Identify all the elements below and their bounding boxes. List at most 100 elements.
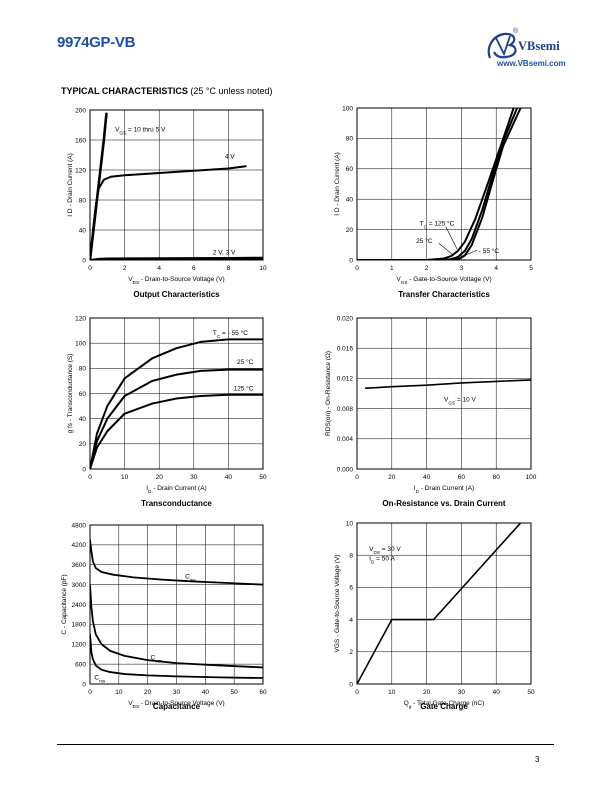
- x-tick-label: 60: [458, 474, 466, 481]
- chart-annotation: 125 °C: [234, 384, 254, 392]
- y-tick-label: 0: [349, 681, 353, 688]
- plot-frame: [89, 524, 264, 685]
- chart-annotation: Crss: [94, 674, 106, 683]
- chart-title: Transconductance: [141, 499, 212, 508]
- y-tick-label: 10: [346, 520, 354, 527]
- website-link[interactable]: www.VBsemi.com: [497, 59, 566, 68]
- logo-name: VBsemi: [518, 39, 560, 53]
- x-tick-label: 50: [527, 689, 535, 696]
- page-number: 3: [535, 755, 540, 764]
- y-axis-label-group: g fs - Transconductance (S): [67, 354, 74, 434]
- chart-annotation: 25 °C: [416, 237, 433, 245]
- series-line: [357, 108, 522, 260]
- y-tick-label: 120: [75, 167, 86, 174]
- y-tick-label: 60: [79, 391, 87, 398]
- y-tick-label: 120: [75, 315, 86, 322]
- y-tick-label: 0: [82, 466, 86, 473]
- chart-annotation: 4 V: [225, 154, 235, 161]
- y-tick-label: 6: [349, 585, 353, 592]
- x-tick-label: 0: [355, 689, 359, 696]
- chart-annotation: ID = 50 A: [369, 555, 395, 564]
- chart-annotation: TC = - 55 °C: [213, 329, 248, 339]
- chart-annotation: VGS = 10 thru 5 V: [115, 127, 166, 136]
- section-heading: TYPICAL CHARACTERISTICS: [61, 86, 188, 96]
- x-tick-label: 2: [123, 265, 127, 272]
- series-line: [90, 338, 263, 469]
- x-axis-label: ID - Drain Current (A): [146, 485, 206, 494]
- y-tick-label: 200: [75, 107, 86, 114]
- registered-mark: ®: [513, 28, 519, 35]
- y-tick-label: 40: [346, 197, 354, 204]
- y-tick-label: 0.008: [337, 406, 354, 413]
- x-tick-label: 20: [423, 689, 431, 696]
- y-tick-label: 100: [342, 105, 353, 112]
- y-tick-label: 80: [346, 136, 354, 143]
- y-axis-label-group: C - Capacitance (pF): [61, 574, 68, 634]
- plot-frame: [89, 317, 264, 470]
- y-tick-label: 0.012: [337, 376, 354, 383]
- y-tick-label: 0.016: [337, 346, 354, 353]
- y-tick-label: 0.020: [337, 315, 354, 322]
- y-axis-label: I D - Drain Current (A): [334, 152, 341, 216]
- y-tick-label: 40: [79, 227, 87, 234]
- series-line: [90, 368, 263, 469]
- y-axis-label: RDS(on) - On-Resistance (Ω): [325, 351, 332, 436]
- y-axis-label-group: I D - Drain Current (A): [334, 152, 341, 216]
- series-line: [90, 256, 263, 260]
- y-tick-label: 60: [346, 166, 354, 173]
- y-tick-label: 100: [75, 340, 86, 347]
- y-tick-label: 20: [346, 227, 354, 234]
- x-tick-label: 10: [121, 474, 129, 481]
- x-axis-label: VGS - Gate-to-Source Voltage (V): [396, 276, 491, 285]
- series-line: [357, 523, 522, 684]
- y-tick-label: 4800: [72, 522, 87, 529]
- chart-title: Transfer Characteristics: [398, 290, 490, 299]
- x-tick-label: 40: [423, 474, 431, 481]
- y-axis-label-group: VGS - Gate-to-Source Voltage (V): [334, 555, 341, 653]
- series-line: [90, 258, 263, 260]
- series-line: [90, 112, 108, 260]
- y-tick-label: 3000: [72, 582, 87, 589]
- y-tick-label: 0.000: [337, 466, 354, 473]
- x-tick-label: 30: [190, 474, 198, 481]
- series-line: [90, 633, 263, 679]
- chart-annotation: Ciss: [185, 573, 196, 582]
- x-tick-label: 60: [259, 689, 267, 696]
- series-line: [90, 539, 263, 586]
- y-tick-label: 0: [82, 257, 86, 264]
- x-tick-label: 40: [493, 689, 501, 696]
- x-tick-label: 100: [526, 474, 537, 481]
- y-axis-label-group: RDS(on) - On-Resistance (Ω): [325, 351, 332, 436]
- part-number-title: 9974GP-VB: [57, 34, 136, 51]
- y-axis-label: VGS - Gate-to-Source Voltage (V): [334, 555, 341, 653]
- chart-annotation: Coss: [151, 655, 164, 664]
- y-tick-label: 160: [75, 137, 86, 144]
- x-tick-label: 3: [460, 265, 464, 272]
- y-tick-label: 40: [79, 416, 87, 423]
- x-tick-label: 20: [388, 474, 396, 481]
- x-tick-label: 40: [202, 689, 210, 696]
- x-tick-label: 6: [192, 265, 196, 272]
- series-line: [364, 379, 531, 390]
- y-tick-label: 80: [79, 197, 87, 204]
- plot-frame: [356, 317, 532, 470]
- vbsemi-logo: VBsemi ® www.VBsemi.com: [484, 28, 594, 72]
- x-tick-label: 10: [388, 689, 396, 696]
- y-axis-label: g fs - Transconductance (S): [67, 354, 74, 434]
- x-tick-label: 20: [156, 474, 164, 481]
- x-axis-label: ID - Drain Current (A): [414, 485, 474, 494]
- chart-annotation: 2 V, 3 V: [213, 250, 236, 257]
- y-tick-label: 80: [79, 366, 87, 373]
- x-tick-label: 10: [115, 689, 123, 696]
- series-line: [90, 393, 263, 469]
- x-tick-label: 40: [225, 474, 233, 481]
- series-line: [90, 165, 247, 260]
- plot-frame: [356, 107, 532, 261]
- x-axis-label: Qg - Total Gate Charge (nC): [404, 700, 485, 709]
- series-line: [357, 108, 519, 260]
- y-tick-label: 2: [349, 649, 353, 656]
- plot-frame: [89, 109, 264, 261]
